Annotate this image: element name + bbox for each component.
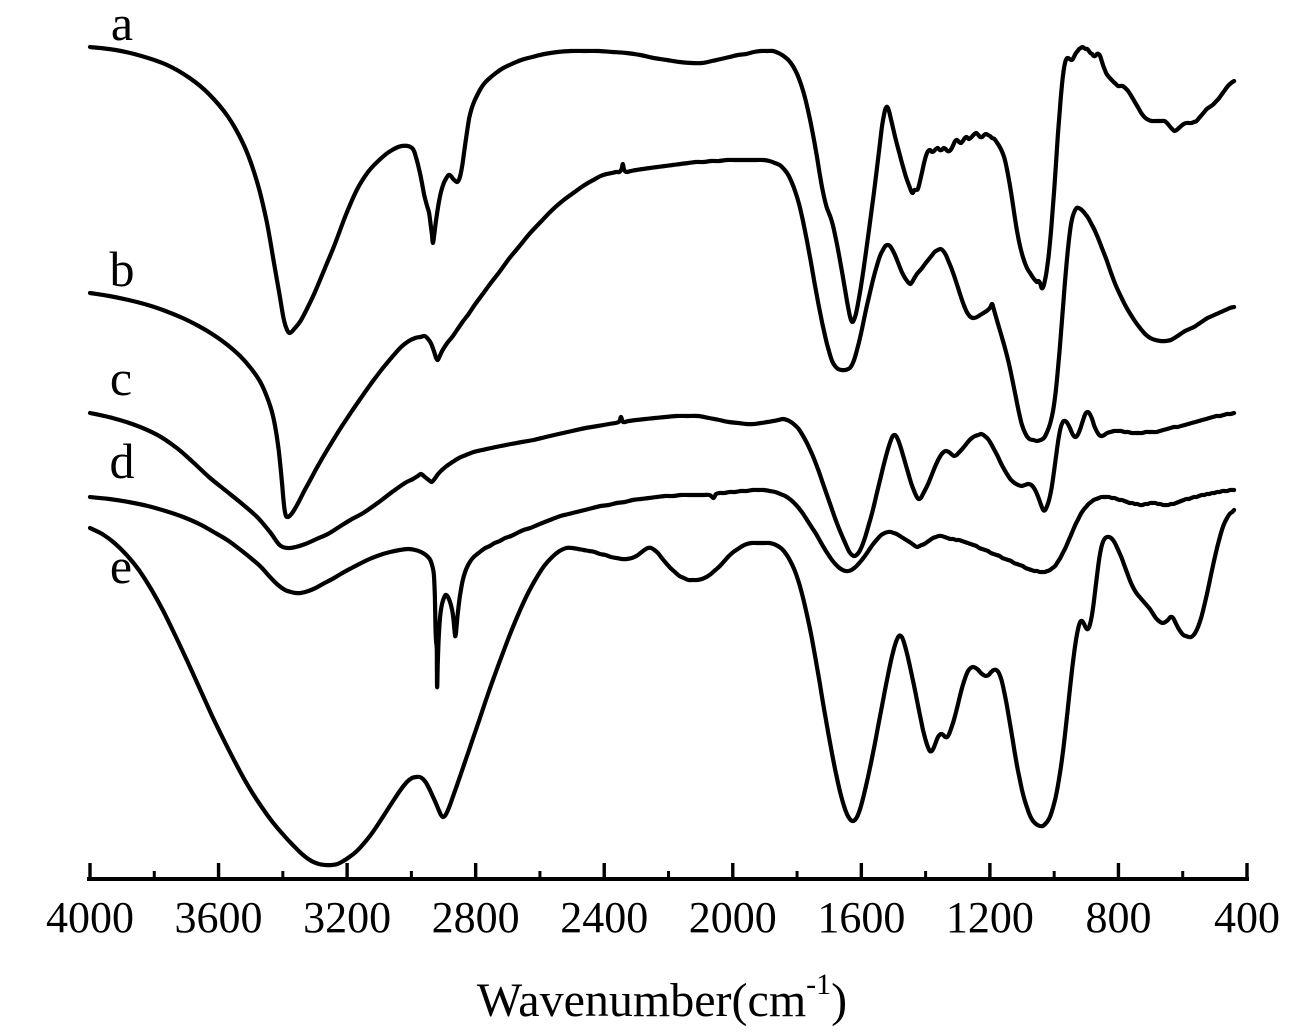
x-axis-tick-label-400: 400 (1214, 893, 1280, 942)
spectrum-b-path (87, 157, 1237, 520)
spectrum-d-path (87, 487, 1237, 690)
x-axis-tick-label-1200: 1200 (946, 893, 1034, 942)
series-label-d: d (110, 433, 135, 489)
series-label-e: e (110, 538, 132, 594)
x-axis-tick-label-2000: 2000 (689, 893, 777, 942)
series-label-a: a (111, 0, 133, 51)
x-axis-title: Wavenumber(cm-1) (477, 968, 847, 1027)
x-axis-tick-label-2800: 2800 (432, 893, 520, 942)
x-axis-tick-label-3200: 3200 (303, 893, 391, 942)
spectrum-c-path (87, 409, 1237, 559)
series-label-b: b (110, 241, 135, 297)
spectrum-e-path (87, 507, 1237, 868)
x-axis-tick-label-1600: 1600 (817, 893, 905, 942)
series-label-c: c (110, 350, 132, 406)
x-axis-title-superscript: -1 (806, 968, 831, 1001)
spectrum-a-path (87, 44, 1237, 336)
x-axis-tick-label-800: 800 (1085, 893, 1151, 942)
x-axis-tick-label-3600: 3600 (175, 893, 263, 942)
x-axis-tick-label-4000: 4000 (46, 893, 134, 942)
x-axis-tick-label-2400: 2400 (560, 893, 648, 942)
